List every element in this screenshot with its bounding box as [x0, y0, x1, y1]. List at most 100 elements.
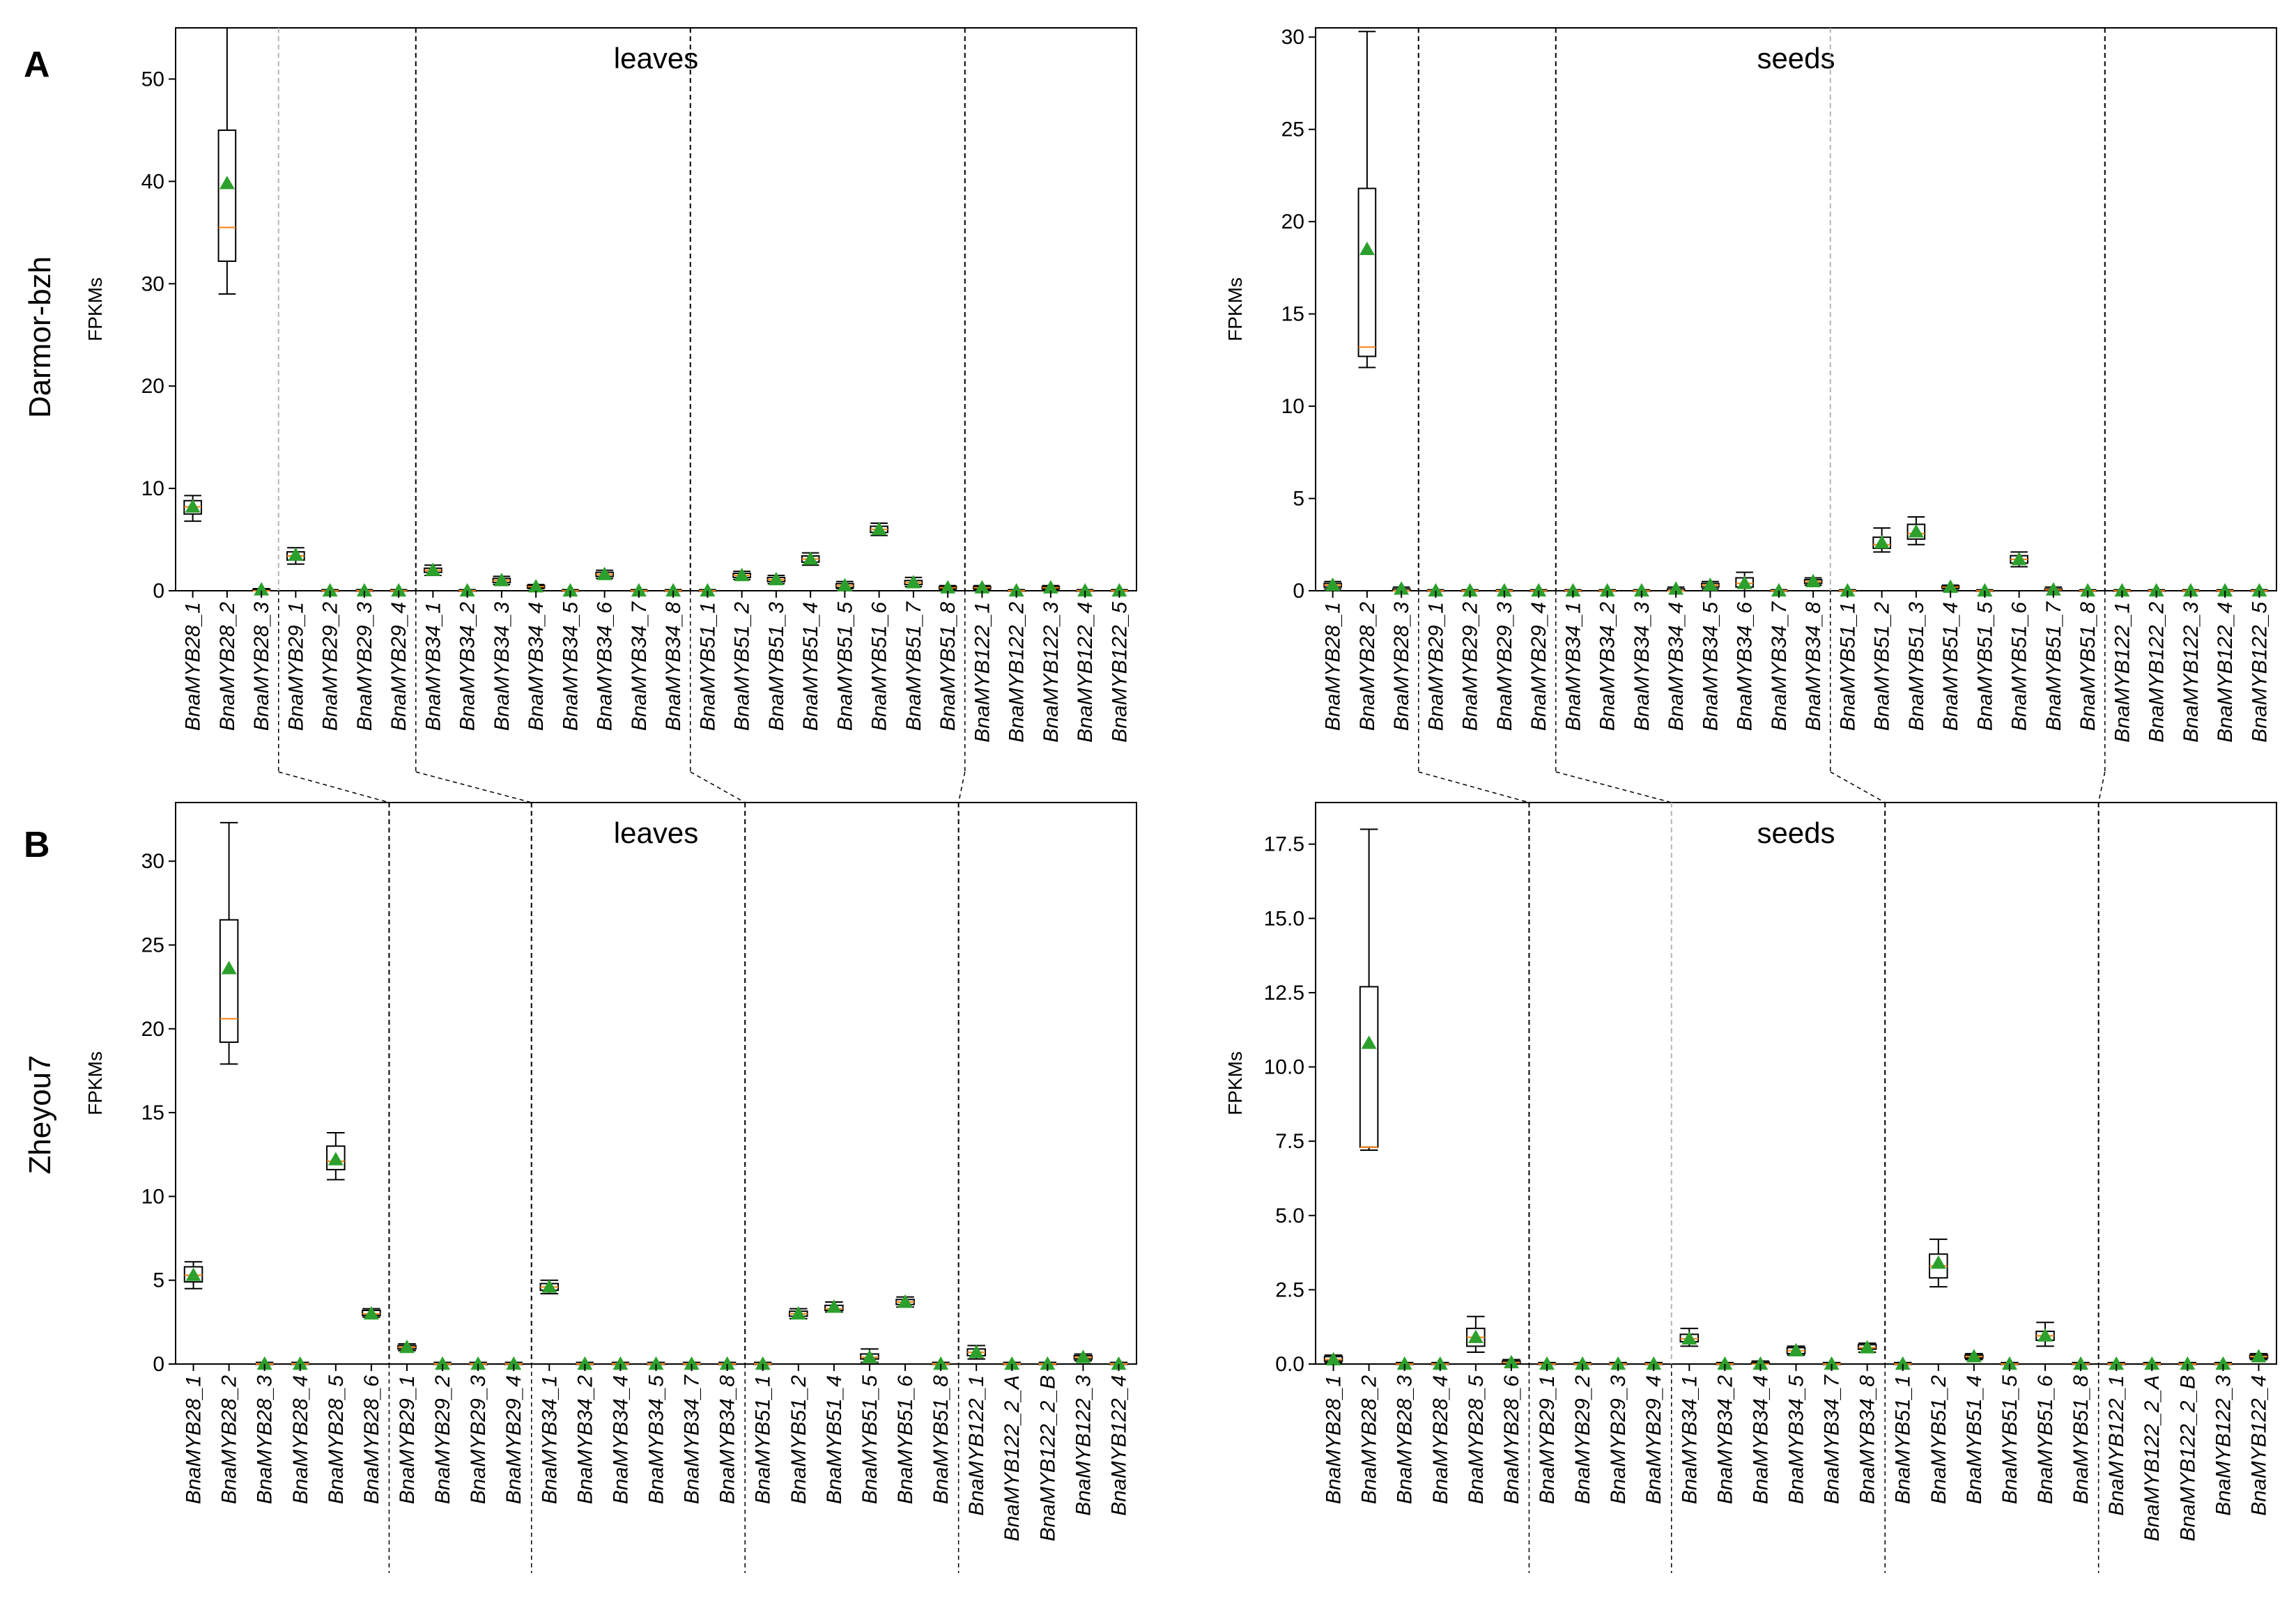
mean-marker — [1610, 1356, 1626, 1370]
x-tick-label: BnaMYB34_8 — [1802, 602, 1825, 731]
mean-marker — [221, 961, 237, 975]
mean-marker — [1736, 575, 1752, 589]
row-label-darmor: Darmor-bzh — [23, 256, 57, 418]
x-tick-label: BnaMYB28_3 — [1394, 1375, 1417, 1504]
x-tick-label: BnaMYB34_5 — [1699, 602, 1722, 731]
x-tick-label: BnaMYB51_8 — [2070, 1375, 2093, 1504]
x-tick-label: BnaMYB51_7 — [2042, 601, 2065, 731]
mean-marker — [1503, 1354, 1519, 1369]
x-tick-label: BnaMYB29_2 — [1459, 602, 1482, 731]
y-tick-label: 0 — [1293, 580, 1304, 603]
x-tick-label: BnaMYB34_4 — [525, 602, 548, 731]
y-tick-label: 20 — [141, 375, 164, 398]
x-tick-label: BnaMYB34_3 — [491, 602, 514, 731]
mean-marker — [905, 575, 921, 589]
mean-marker — [1565, 583, 1581, 597]
box-BnaMYB34_8 — [1857, 1340, 1877, 1354]
x-tick-label: BnaMYB122_1 — [2105, 1375, 2128, 1516]
x-tick-label: BnaMYB51_4 — [799, 602, 822, 731]
y-tick-label: 0 — [153, 580, 164, 603]
mean-marker — [2109, 1356, 2125, 1370]
mean-marker — [768, 571, 784, 586]
x-tick-label: BnaMYB28_6 — [360, 1375, 383, 1504]
x-tick-label: BnaMYB122_4 — [2214, 602, 2237, 743]
box-BnaMYB51_6 — [895, 1294, 915, 1308]
x-tick-label: BnaMYB51_5 — [1998, 1375, 2021, 1504]
mean-marker — [1325, 578, 1341, 591]
box-BnaMYB51_2 — [732, 567, 751, 582]
x-tick-label: BnaMYB34_2 — [1713, 1375, 1736, 1504]
x-tick-label: BnaMYB28_1 — [1323, 1375, 1346, 1504]
y-tick-label: 5 — [153, 1269, 164, 1292]
mean-marker — [1717, 1356, 1733, 1370]
mean-marker — [719, 1356, 735, 1370]
connector-diagonal — [1830, 771, 1886, 803]
box-BnaMYB122_1 — [966, 1345, 986, 1360]
x-tick-label: BnaMYB34_8 — [662, 602, 685, 731]
y-tick-label: 50 — [141, 68, 164, 91]
box-BnaMYB122_3 — [1041, 580, 1061, 594]
box-iqr — [326, 1145, 346, 1170]
x-tick-label: BnaMYB51_8 — [930, 1375, 953, 1504]
mean-marker — [612, 1356, 629, 1370]
box-iqr — [217, 129, 237, 262]
x-tick-label: BnaMYB34_5 — [645, 1375, 668, 1504]
y-tick-label: 10 — [141, 477, 164, 500]
x-tick-label: BnaMYB122_2 — [1006, 602, 1028, 743]
x-tick-label: BnaMYB34_2 — [456, 602, 479, 731]
mean-marker — [1496, 583, 1512, 597]
mean-marker — [1008, 583, 1024, 597]
y-tick-label: 2.5 — [1275, 1278, 1304, 1301]
box-BnaMYB28_1 — [183, 1261, 203, 1289]
x-tick-label: BnaMYB34_1 — [1678, 1375, 1701, 1504]
mean-marker — [837, 578, 853, 591]
y-tick-label: 25 — [1281, 118, 1304, 141]
panel-title: seeds — [1757, 42, 1835, 75]
x-tick-label: BnaMYB51_5 — [1973, 602, 1996, 731]
box-BnaMYB51_2 — [1929, 1238, 1948, 1288]
x-tick-label: BnaMYB34_3 — [1631, 602, 1654, 731]
mean-marker — [1077, 583, 1093, 597]
x-tick-label: BnaMYB34_2 — [573, 1375, 596, 1504]
connector-diagonal — [1418, 771, 1530, 803]
x-tick-label: BnaMYB51_2 — [1871, 602, 1894, 731]
mean-marker — [790, 1306, 806, 1320]
x-tick-label: BnaMYB51_4 — [1963, 1375, 1986, 1504]
x-tick-label: BnaMYB34_4 — [1665, 602, 1688, 731]
x-tick-label: BnaMYB29_4 — [387, 602, 410, 731]
x-tick-label: BnaMYB34_2 — [1596, 602, 1619, 731]
mean-marker — [2073, 1356, 2089, 1370]
y-tick-label: 0 — [153, 1353, 164, 1376]
y-tick-label: 17.5 — [1264, 833, 1304, 856]
x-tick-label: BnaMYB122_3 — [1040, 602, 1063, 743]
x-tick-label: BnaMYB34_7 — [628, 601, 651, 731]
x-tick-label: BnaMYB34_8 — [716, 1375, 739, 1504]
y-axis-label: FPKMs — [1224, 277, 1246, 341]
box-BnaMYB34_5 — [1701, 578, 1720, 591]
box-BnaMYB34_5 — [1786, 1342, 1806, 1357]
x-tick-label: BnaMYB51_5 — [858, 1375, 881, 1504]
mean-marker — [322, 583, 338, 597]
x-tick-label: BnaMYB29_2 — [319, 602, 342, 731]
mean-marker — [391, 583, 407, 597]
x-tick-label: BnaMYB51_2 — [1927, 1375, 1950, 1504]
mean-marker — [2215, 1356, 2231, 1370]
y-tick-label: 10 — [1281, 395, 1304, 418]
x-tick-label: BnaMYB51_6 — [2034, 1375, 2057, 1504]
mean-marker — [2182, 583, 2198, 597]
mean-marker — [2001, 1356, 2017, 1370]
box-BnaMYB122_2 — [2147, 583, 2166, 597]
mean-marker — [1895, 1356, 1911, 1370]
mean-marker — [1325, 1351, 1341, 1365]
box-iqr — [1357, 187, 1377, 357]
y-tick-label: 30 — [141, 850, 164, 873]
mean-marker — [1111, 583, 1127, 597]
y-tick-label: 30 — [1281, 26, 1304, 49]
mean-marker — [2045, 582, 2061, 596]
mean-marker — [631, 583, 647, 597]
mean-marker — [1874, 535, 1890, 549]
mean-marker — [1977, 583, 1993, 597]
mean-marker — [1681, 1331, 1697, 1345]
mean-marker — [1111, 1356, 1127, 1370]
x-tick-label: BnaMYB122_2_A — [1001, 1375, 1024, 1542]
